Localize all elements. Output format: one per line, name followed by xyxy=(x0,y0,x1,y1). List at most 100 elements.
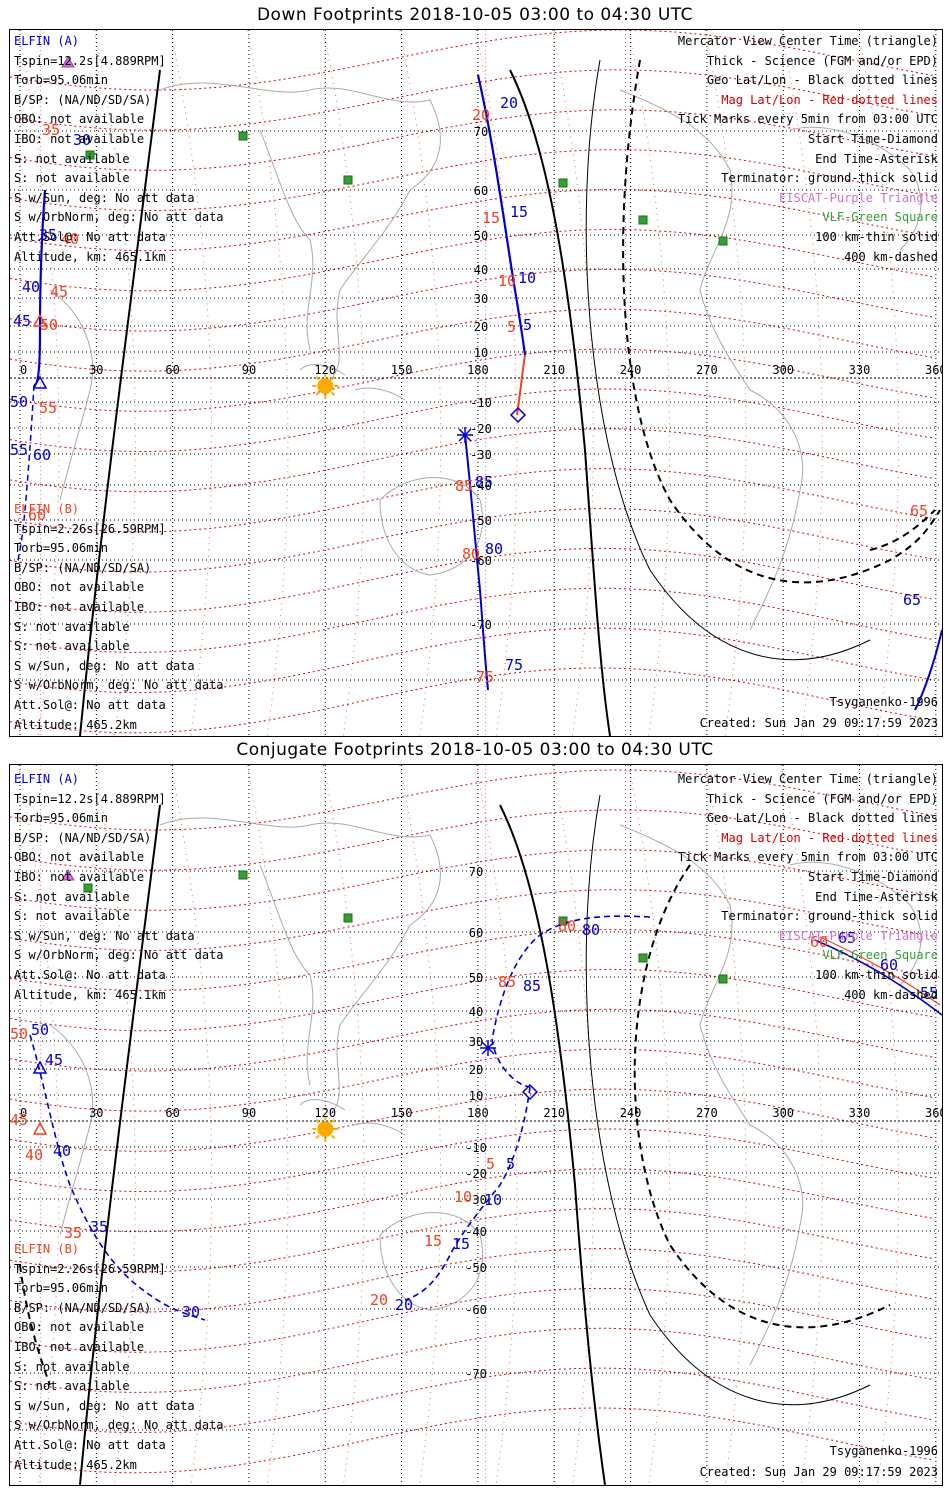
lat-tick-label: 60 xyxy=(474,184,488,198)
track-tick-label: 65 xyxy=(903,591,921,609)
model-label: Tsyganenko-1996 xyxy=(829,1444,938,1458)
track-tick-label: 20 xyxy=(472,106,490,124)
info-line: Tspin=12.2s[4.889RPM] xyxy=(14,53,166,68)
mag-latitude-line xyxy=(10,1048,935,1112)
terminator-100km xyxy=(585,794,871,1405)
lon-tick-label: 300 xyxy=(772,363,794,377)
lat-tick-label: -50 xyxy=(470,514,492,528)
lat-tick-label: 20 xyxy=(474,320,488,334)
vlf-station-square xyxy=(558,178,568,188)
vlf-station-square xyxy=(85,150,95,160)
lat-tick-label: 10 xyxy=(474,346,488,360)
coastline xyxy=(49,1024,94,1236)
vlf-station-square xyxy=(718,236,728,246)
terminator-ground xyxy=(509,69,611,736)
elfin-b-label: ELFIN (B) xyxy=(14,502,80,516)
elfin-a-track xyxy=(33,189,47,387)
legend-line: Terminator: ground-thick solid xyxy=(721,909,938,924)
coastline xyxy=(159,82,441,381)
info-line: S: not available xyxy=(14,1379,130,1394)
sun-icon xyxy=(317,378,334,394)
track-tick-label: 35 xyxy=(42,121,60,139)
info-line: OBO: not available xyxy=(14,850,145,865)
lon-tick-label: 60 xyxy=(165,363,179,377)
track-tick-label: 65 xyxy=(910,502,928,520)
coastline xyxy=(789,126,922,251)
lat-tick-label: -30 xyxy=(470,448,492,462)
info-line: OBO: not available xyxy=(14,1320,145,1335)
lat-tick-label: 20 xyxy=(469,1063,483,1077)
info-line: OBO: not available xyxy=(14,580,145,595)
info-line: S w/OrbNorm, deg: No att data xyxy=(14,678,224,693)
lon-tick-label: 0 xyxy=(20,363,27,377)
legend-line: EISCAT-Purple Triangle xyxy=(779,928,938,943)
lat-tick-label: 30 xyxy=(474,292,488,306)
info-line: Torb=95.06min xyxy=(14,73,108,88)
conjugate-map-canvas: 0 30 60 90 120 150 180 210 240 270 300 330 360 70 60 50… xyxy=(10,765,942,1485)
track-tick-label: 20 xyxy=(370,1291,388,1309)
info-line: B/SP: (NA/ND/SD/SA) xyxy=(14,560,152,575)
eiscat-triangle xyxy=(61,56,75,68)
elfin-a-info: ELFIN (A) Tspin=12.2s[4.889RPM] Torb=95.… xyxy=(14,770,224,1005)
track-tick-label: 35 xyxy=(90,1218,108,1236)
terminator-ground xyxy=(79,69,161,736)
lon-tick-label: 270 xyxy=(696,363,718,377)
track-tick-label: 80 xyxy=(485,540,503,558)
track-tick-label: 20 xyxy=(395,1296,413,1314)
track-tick-label: 85 xyxy=(523,977,541,995)
start-time-diamond xyxy=(509,406,527,424)
info-line: S w/Sun, deg: No att data xyxy=(14,928,195,943)
info-line: B/SP: (NA/ND/SD/SA) xyxy=(14,92,152,107)
legend-line: EISCAT-Purple Triangle xyxy=(779,190,938,205)
lon-tick-label: 120 xyxy=(314,363,336,377)
legend: Mercator View Center Time (triangle) Thi… xyxy=(678,770,938,1005)
mag-latitude-line xyxy=(10,189,935,252)
lon-tick-label: 330 xyxy=(849,1106,871,1120)
track-tick-label: 55 xyxy=(10,441,28,459)
sun-ray xyxy=(330,391,336,396)
lat-tick-label: 50 xyxy=(474,229,488,243)
info-line: S: not available xyxy=(14,1359,130,1374)
track-tick-label: 40 xyxy=(61,230,79,248)
lat-tick-label: 30 xyxy=(469,1035,483,1049)
terminator-400km xyxy=(633,864,891,1329)
lat-tick-label: 70 xyxy=(469,865,483,879)
legend-line: Start Time-Diamond xyxy=(807,131,938,146)
lon-tick-label: 120 xyxy=(314,1106,336,1120)
mag-latitude-line xyxy=(10,929,935,992)
mag-latitude-line xyxy=(10,889,935,952)
track-tick-label: 30 xyxy=(73,131,91,149)
terminator-ground xyxy=(499,804,606,1485)
info-line: S w/Sun, deg: No att data xyxy=(14,190,195,205)
lat-tick-label: 10 xyxy=(469,1089,483,1103)
info-line: OBO: not available xyxy=(14,112,145,127)
track-tick-label: 15 xyxy=(452,1235,470,1253)
lat-tick-label: 60 xyxy=(469,926,483,940)
conjugate-panel-title: Conjugate Footprints 2018-10-05 03:00 to… xyxy=(236,740,714,760)
mag-latitude-line xyxy=(10,30,935,91)
mag-latitude-line xyxy=(10,268,935,332)
lat-tick-label: -40 xyxy=(465,1225,487,1239)
created-label: Created: Sun Jan 29 09:17:59 2023 xyxy=(699,1465,938,1479)
info-line: Att.Sol@: No att data xyxy=(14,229,166,244)
sun-ray xyxy=(330,376,336,381)
legend-line: 400 km-dashed xyxy=(844,249,938,264)
info-line: S w/OrbNorm, deg: No att data xyxy=(14,210,224,225)
created-label: Created: Sun Jan 29 09:17:59 2023 xyxy=(699,716,938,730)
lon-tick-label: 90 xyxy=(242,363,256,377)
track-tick-label: 40 xyxy=(22,278,40,296)
elfin-a-track xyxy=(17,384,35,561)
track-tick-label: 5 xyxy=(506,1155,515,1173)
info-line: Altitude: 465.2km xyxy=(14,1457,137,1472)
legend-line: Thick - Science (FGM and/or EPD) xyxy=(706,791,938,806)
track-tick-label: 35 xyxy=(64,1224,82,1242)
elfin-b-track xyxy=(516,354,526,416)
info-line: Torb=95.06min xyxy=(14,1281,108,1296)
mag-latitude-line xyxy=(10,769,935,831)
info-line: S: not available xyxy=(14,619,130,634)
lat-tick-label: -70 xyxy=(465,1367,487,1381)
legend-line: Geo Lat/Lon - Black dotted lines xyxy=(706,73,938,88)
track-tick-label: 15 xyxy=(482,209,500,227)
lat-tick-label: -10 xyxy=(465,1141,487,1155)
lon-tick-label: 180 xyxy=(467,363,489,377)
